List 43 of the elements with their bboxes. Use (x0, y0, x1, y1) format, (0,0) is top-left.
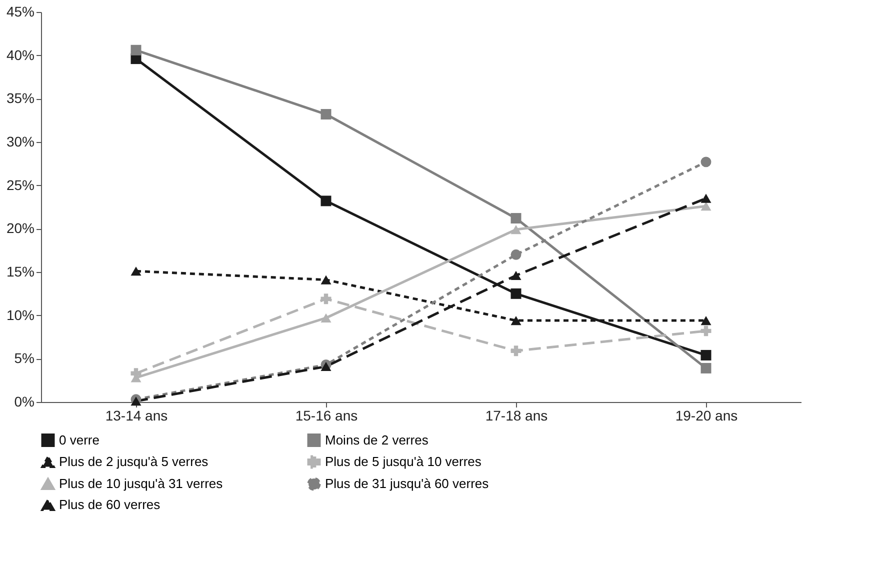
y-tick-label: 15% (6, 264, 34, 280)
y-tick-label: 5% (14, 350, 34, 366)
point (510, 224, 522, 234)
legend-label: Plus de 5 jusqu'à 10 verres (325, 454, 482, 469)
point (700, 202, 712, 211)
point (320, 294, 332, 304)
y-tick-label: 0% (14, 394, 34, 410)
point (320, 109, 332, 120)
point (700, 316, 712, 326)
point (700, 326, 712, 336)
point (510, 316, 522, 326)
point (130, 44, 142, 56)
point (700, 350, 712, 360)
legend-label: 0 verre (59, 432, 100, 448)
legend-label: Plus de 60 verres (59, 497, 161, 512)
point (700, 194, 712, 203)
point (320, 313, 332, 322)
x-tick-label: 13-14 ans (105, 408, 168, 424)
y-tick-label: 40% (6, 46, 34, 63)
point (510, 346, 522, 356)
legend-label: Plus de 2 jusqu'à 5 verres (59, 454, 209, 469)
x-tick-label: 15-16 ans (295, 408, 358, 424)
point (700, 156, 712, 168)
point (320, 196, 332, 206)
y-tick-label: 10% (6, 306, 34, 323)
y-tick-label: 35% (6, 90, 34, 106)
point (510, 249, 522, 260)
x-tick-label: 17-18 ans (485, 408, 548, 424)
y-tick-label: 30% (6, 134, 34, 150)
legend-label: Plus de 31 jusqu'à 60 verres (325, 476, 490, 491)
y-tick-label: 25% (6, 176, 34, 193)
y-tick-label: 45% (6, 4, 34, 20)
y-tick-label: 20% (6, 220, 34, 236)
point (510, 270, 522, 280)
point (130, 266, 142, 276)
point (130, 396, 142, 406)
point (510, 213, 522, 224)
point (700, 362, 712, 374)
point (510, 288, 522, 299)
point (320, 275, 332, 284)
legend-label: Plus de 10 jusqu'à 31 verres (59, 476, 224, 491)
x-tick-label: 19-20 ans (675, 408, 738, 424)
legend-label: Moins de 2 verres (325, 432, 429, 448)
